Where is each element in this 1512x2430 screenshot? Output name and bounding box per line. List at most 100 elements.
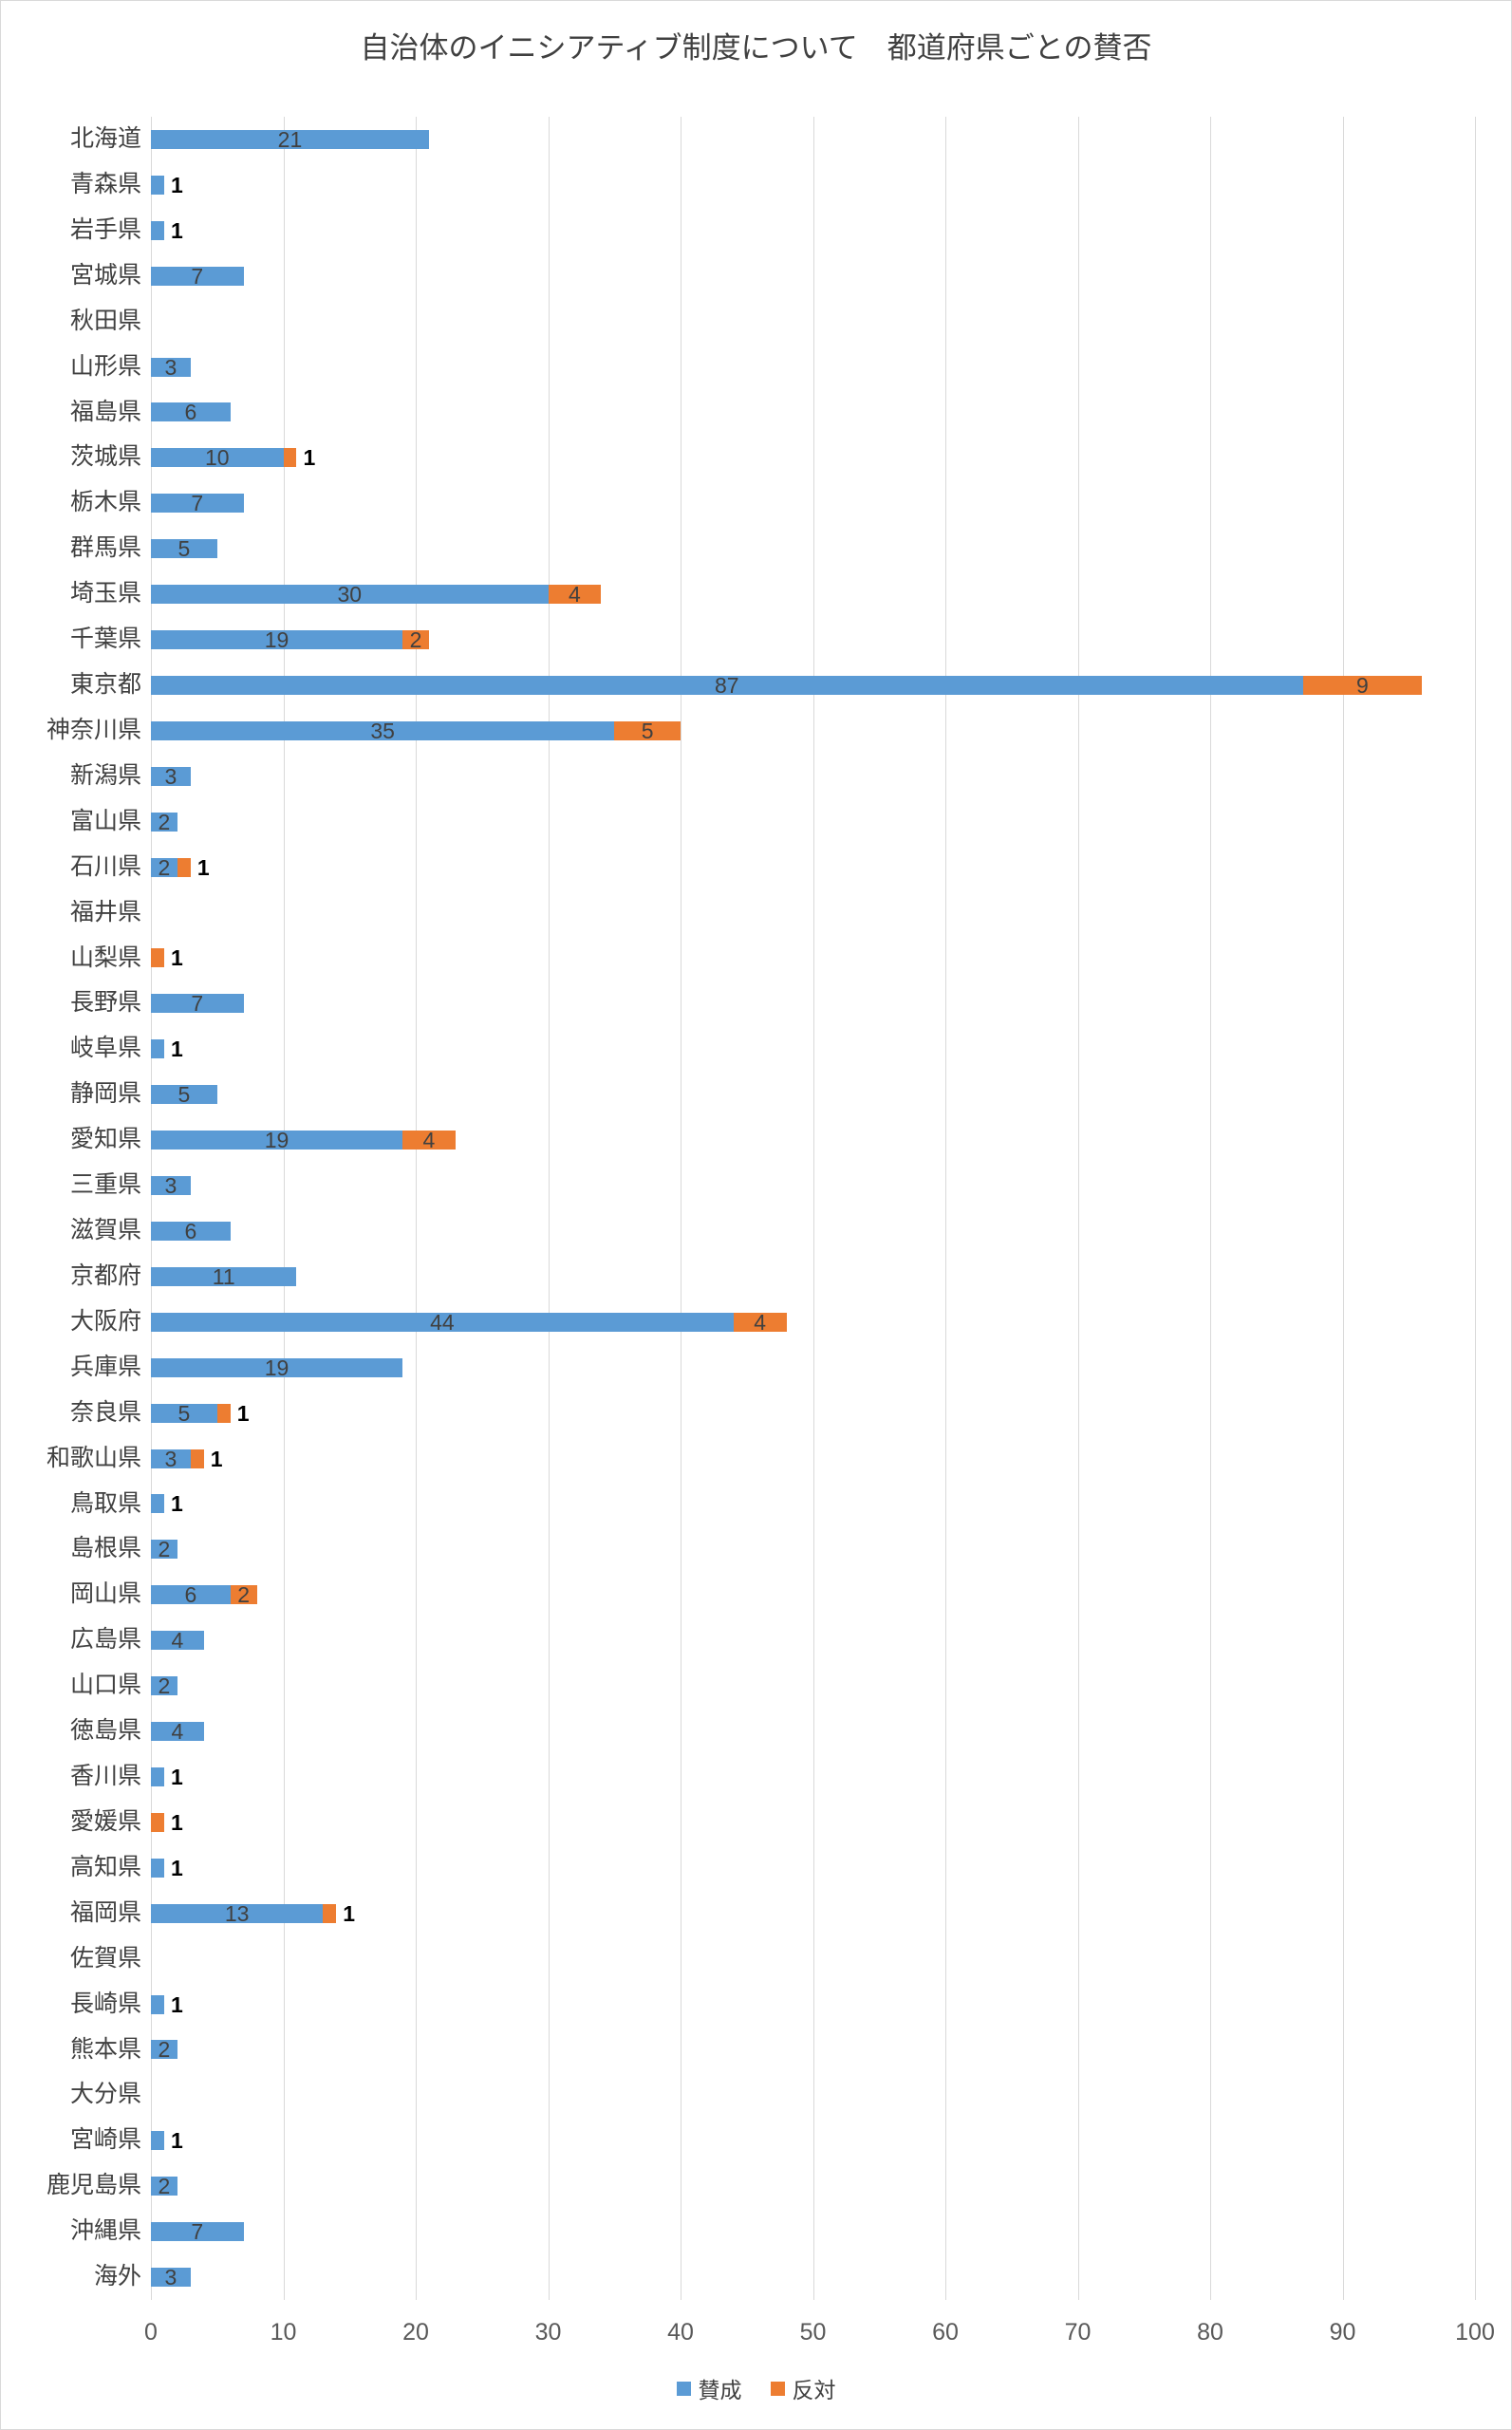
- gridline: [283, 117, 285, 2300]
- bar-segment-agree: 21: [151, 128, 429, 150]
- category-label: 山形県: [69, 352, 141, 380]
- bar-segment-agree: 44: [151, 1309, 734, 1335]
- bar-segment-agree: 3: [151, 2265, 191, 2290]
- plot-area: 21 1 1 7 3 6 10 1 7 5 30 4 19 2 87 9 35 5 3 2 2 1 1 7 1 5 19 4 3 6 11 4…: [151, 117, 1476, 2300]
- bar-segment-agree: 19: [151, 627, 403, 653]
- data-label: 19: [264, 627, 289, 653]
- data-label: 35: [370, 718, 395, 743]
- data-label: 3: [164, 1173, 177, 1199]
- category-label: 栃木県: [69, 489, 141, 516]
- bar-row: 19 2: [151, 617, 1475, 663]
- category-label: 京都府: [69, 1262, 141, 1289]
- data-label: 2: [237, 1582, 251, 1608]
- legend-label: 賛成: [698, 2378, 742, 2402]
- bar-segment-agree: 6: [151, 1220, 231, 1242]
- bar-segment-agree: 4: [151, 1721, 204, 1743]
- bar-row: 7: [151, 253, 1475, 299]
- bar-segment-agree: [151, 1766, 164, 1786]
- data-label: 13: [224, 1900, 250, 1926]
- bar-segment-disagree: [151, 1812, 164, 1832]
- data-label: 3: [164, 2265, 177, 2290]
- category-label: 秋田県: [69, 307, 141, 334]
- x-axis-tick-label: 40: [667, 2319, 694, 2346]
- data-label: 1: [303, 445, 316, 471]
- bar-segment-agree: 3: [151, 1173, 191, 1199]
- data-label: 1: [170, 1764, 183, 1789]
- category-label: 鹿児島県: [46, 2172, 141, 2199]
- category-label: 宮崎県: [69, 2126, 141, 2154]
- data-label: 1: [170, 1491, 183, 1517]
- bar-row: 2: [151, 1526, 1475, 1572]
- bar-segment-disagree: 2: [230, 1582, 257, 1608]
- data-label: 7: [191, 991, 204, 1017]
- bar-segment-agree: 87: [151, 674, 1303, 696]
- x-axis: 0 10 20 30 40 50 60 70 80 90 100: [1, 2319, 1511, 2357]
- bar-segment-agree: 11: [151, 1263, 297, 1289]
- bar-row: 4: [151, 1709, 1475, 1754]
- data-label: 1: [343, 1900, 356, 1926]
- data-label: 5: [641, 718, 654, 743]
- category-label: 神奈川県: [46, 716, 141, 743]
- category-label: 宮城県: [69, 261, 141, 289]
- bar-segment-agree: 7: [151, 265, 244, 287]
- x-axis-tick-label: 20: [402, 2319, 429, 2346]
- category-label: 島根県: [69, 1535, 141, 1562]
- data-label: 1: [170, 1855, 183, 1880]
- data-label: 1: [170, 1991, 183, 2017]
- bar-row: 1: [151, 1800, 1475, 1845]
- bar-row: 19 4: [151, 1117, 1475, 1163]
- bar-row: 11: [151, 1254, 1475, 1299]
- bar-segment-disagree: [190, 1449, 204, 1468]
- bar-row: 35 5: [151, 708, 1475, 754]
- data-label: 6: [184, 400, 197, 425]
- gridline: [416, 117, 417, 2300]
- category-label: 徳島県: [69, 1717, 141, 1745]
- legend-item: 反対: [770, 2372, 836, 2404]
- bar-segment-agree: 3: [151, 765, 191, 787]
- bar-row: 13 1: [151, 1891, 1475, 1936]
- data-label: 1: [236, 1400, 250, 1426]
- bar-segment-disagree: [177, 857, 191, 877]
- data-label: 7: [191, 491, 204, 516]
- bar-segment-disagree: 4: [548, 584, 602, 606]
- category-label: 東京都: [69, 671, 141, 698]
- bar-segment-disagree: [216, 1403, 231, 1423]
- bar-segment-agree: 2: [151, 1675, 177, 1697]
- category-label: 長崎県: [69, 1990, 141, 2017]
- x-axis-tick-label: 30: [534, 2319, 562, 2346]
- category-label: 北海道: [69, 125, 141, 152]
- x-axis-tick-label: 60: [932, 2319, 959, 2346]
- bar-row: [151, 2072, 1475, 2118]
- data-label: 4: [754, 1309, 767, 1335]
- bar-segment-disagree: 4: [402, 1130, 456, 1151]
- bar-row: 1: [151, 1754, 1475, 1800]
- category-label: 千葉県: [69, 626, 141, 653]
- bar-segment-agree: 5: [151, 1402, 217, 1424]
- bar-segment-agree: 3: [151, 356, 191, 378]
- bar-row: 1: [151, 1026, 1475, 1072]
- data-label: 44: [430, 1309, 455, 1335]
- bar-row: 1: [151, 1845, 1475, 1891]
- category-label: 茨城県: [69, 443, 141, 471]
- data-label: 30: [337, 582, 363, 608]
- category-label: 福井県: [69, 898, 141, 925]
- x-axis-tick-label: 50: [799, 2319, 827, 2346]
- data-label: 19: [264, 1355, 289, 1380]
- bar-segment-agree: 7: [151, 2221, 244, 2243]
- category-label: 山梨県: [69, 944, 141, 971]
- category-label: 愛媛県: [69, 1807, 141, 1835]
- gridline: [1475, 117, 1476, 2300]
- data-label: 11: [212, 1263, 235, 1289]
- data-label: 10: [204, 445, 230, 471]
- category-axis: 北海道 青森県 岩手県 宮城県 秋田県 山形県 福島県 茨城県 栃木県 群馬県 埼玉県 千葉県 東京都神…: [1, 117, 141, 2300]
- x-axis-tick-label: 80: [1197, 2319, 1223, 2346]
- bar-row: 1: [151, 2118, 1475, 2163]
- data-label: 2: [409, 627, 422, 653]
- data-label: 9: [1356, 672, 1369, 698]
- bar-segment-disagree: 5: [614, 718, 681, 743]
- bar-segment-agree: [151, 220, 164, 240]
- bar-row: 1: [151, 1482, 1475, 1527]
- data-label: 2: [158, 809, 171, 834]
